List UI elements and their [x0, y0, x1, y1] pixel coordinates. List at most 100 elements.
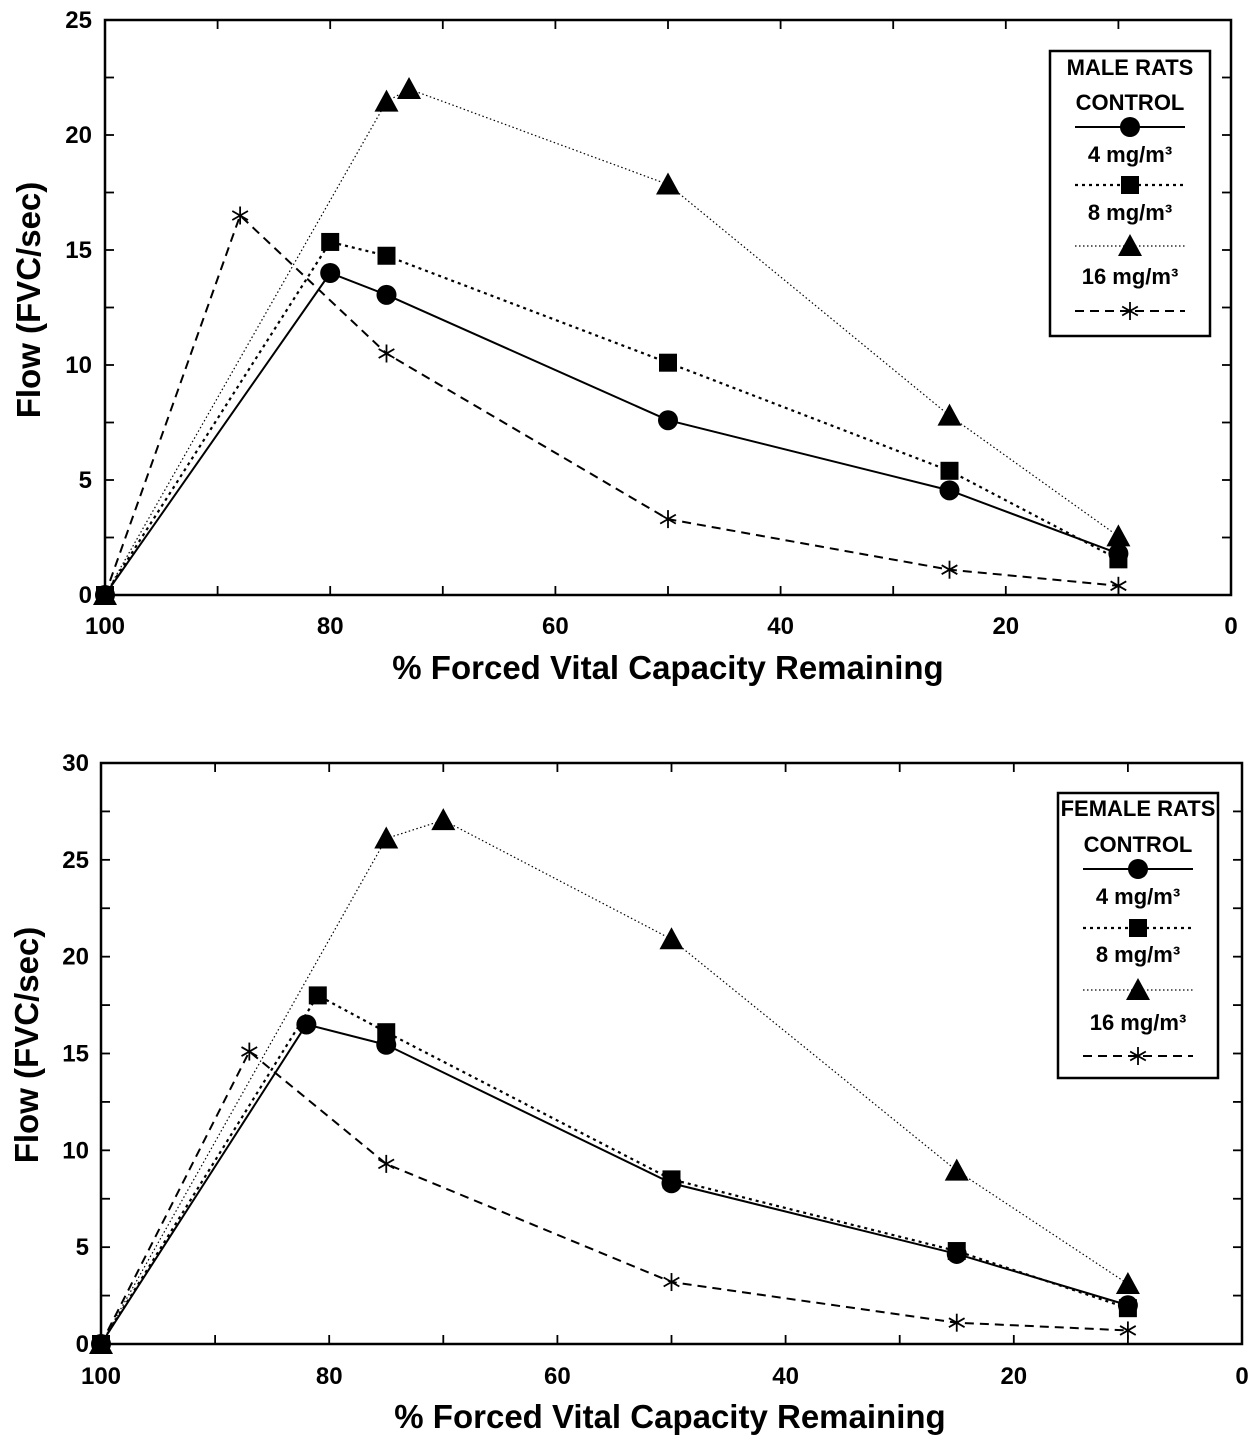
y-tick-label: 15: [65, 237, 92, 264]
legend-label: 4 mg/m³: [1088, 142, 1172, 167]
legend-label: CONTROL: [1084, 832, 1193, 857]
series-0: [95, 263, 1129, 605]
legend-label: 4 mg/m³: [1096, 884, 1180, 909]
triangle-data-point: [374, 89, 399, 112]
legend-label: 16 mg/m³: [1082, 264, 1179, 289]
circle-data-point: [296, 1014, 317, 1035]
circle-data-point: [939, 480, 960, 501]
legend-asterisk-marker-stroke: [1121, 305, 1139, 317]
y-tick-label: 5: [79, 467, 92, 494]
x-tick-label: 0: [1235, 1363, 1248, 1390]
x-tick-label: 80: [316, 1363, 343, 1390]
square-data-point: [1109, 550, 1128, 569]
y-tick-label: 30: [62, 750, 89, 777]
x-axis-title: % Forced Vital Capacity Remaining: [392, 649, 943, 686]
circle-data-point: [376, 284, 397, 305]
triangle-data-point: [659, 927, 684, 950]
asterisk-data-point: [241, 1042, 258, 1061]
asterisk-data-point: [948, 1313, 966, 1332]
triangle-data-point: [656, 172, 680, 195]
series-line-3: [104, 213, 1119, 596]
asterisk-data-point: [231, 206, 249, 225]
asterisk-data-point-stroke: [231, 210, 249, 221]
square-data-point: [659, 353, 677, 372]
y-tick-label: 15: [62, 1041, 89, 1068]
series-2: [89, 808, 1140, 1354]
male-rats-chart: 100 80 60 40 20 0 0 5 10 15 20 25 % Forced Vital Cap…: [10, 7, 1238, 686]
x-tick-label: 40: [772, 1363, 799, 1390]
square-data-point: [1118, 1299, 1137, 1318]
y-tick-label: 10: [65, 352, 92, 379]
series-line-0: [100, 1023, 1129, 1345]
triangle-data-point: [1115, 1271, 1140, 1294]
circle-data-point: [658, 410, 678, 431]
legend-label: 8 mg/m³: [1088, 200, 1172, 225]
series-1: [92, 986, 1137, 1353]
series-line-2: [104, 88, 1119, 596]
legend-asterisk-marker: [1129, 1047, 1147, 1065]
asterisk-data-point-stroke: [941, 564, 958, 575]
asterisk-data-point: [659, 510, 677, 529]
x-tick-label: 60: [544, 1363, 571, 1390]
square-data-point: [377, 246, 396, 265]
asterisk-data-point: [96, 586, 114, 604]
asterisk-data-point-stroke: [1110, 580, 1127, 592]
legend-label: CONTROL: [1076, 90, 1185, 115]
y-axis-title: Flow (FVC/sec): [10, 182, 47, 419]
x-tick-label: 20: [1000, 1363, 1027, 1390]
asterisk-data-point: [663, 1273, 680, 1292]
asterisk-data-point-stroke: [241, 1046, 258, 1057]
asterisk-data-point-stroke: [92, 1338, 110, 1350]
series-line-3: [100, 1050, 1128, 1345]
asterisk-data-point-stroke: [1119, 1325, 1137, 1336]
asterisk-data-point-stroke: [96, 589, 114, 601]
legend-square-marker: [1121, 176, 1139, 194]
legend-asterisk-marker-stroke: [1129, 1050, 1147, 1062]
legend-label: 16 mg/m³: [1090, 1010, 1187, 1035]
y-tick-label: 0: [76, 1331, 89, 1358]
asterisk-data-point-stroke: [378, 348, 395, 359]
series-2: [93, 77, 1131, 605]
series-3: [92, 1042, 1137, 1353]
legend-asterisk-marker: [1121, 302, 1139, 320]
y-tick-label: 25: [65, 7, 92, 34]
square-data-point: [308, 986, 327, 1005]
triangle-data-point: [374, 826, 399, 849]
female-rats-chart: 100 80 60 40 20 0 0 5 10 15 20 25 30 % Forced Vital C…: [8, 750, 1249, 1435]
triangle-data-point: [431, 808, 456, 831]
circle-data-point: [320, 263, 341, 283]
x-tick-label: 80: [317, 613, 344, 640]
legend: FEMALE RATS CONTROL 4 mg/m³ 8 mg/m³ 16 mg/m³: [1056, 791, 1220, 1080]
x-tick-label: 0: [1224, 613, 1237, 640]
triangle-data-point: [397, 77, 422, 99]
y-tick-label: 20: [65, 122, 92, 149]
x-axis-title: % Forced Vital Capacity Remaining: [394, 1398, 945, 1435]
series-1: [96, 232, 1128, 604]
series-line-1: [104, 240, 1119, 596]
y-axis-title: Flow (FVC/sec): [8, 927, 45, 1164]
series-line-2: [100, 819, 1129, 1345]
triangle-data-point: [937, 403, 962, 426]
legend-title: FEMALE RATS: [1061, 796, 1216, 821]
square-data-point: [662, 1170, 681, 1189]
y-tick-label: 5: [76, 1234, 89, 1261]
square-data-point: [947, 1242, 966, 1261]
x-tick-label: 60: [542, 613, 569, 640]
triangle-data-point: [1106, 524, 1131, 547]
legend-triangle-marker: [1118, 234, 1142, 256]
asterisk-data-point-stroke: [663, 1276, 680, 1288]
asterisk-data-point: [941, 560, 958, 579]
series-0: [91, 1014, 1138, 1354]
x-tick-label: 40: [767, 613, 794, 640]
asterisk-data-point-stroke: [659, 513, 677, 525]
series-3: [96, 206, 1127, 604]
asterisk-data-point-stroke: [948, 1317, 966, 1328]
asterisk-data-point: [377, 1154, 395, 1173]
legend-circle-marker: [1120, 117, 1140, 137]
y-tick-label: 0: [79, 582, 92, 609]
legend-label: 8 mg/m³: [1096, 942, 1180, 967]
square-data-point: [377, 1023, 396, 1042]
triangle-data-point: [944, 1158, 969, 1181]
